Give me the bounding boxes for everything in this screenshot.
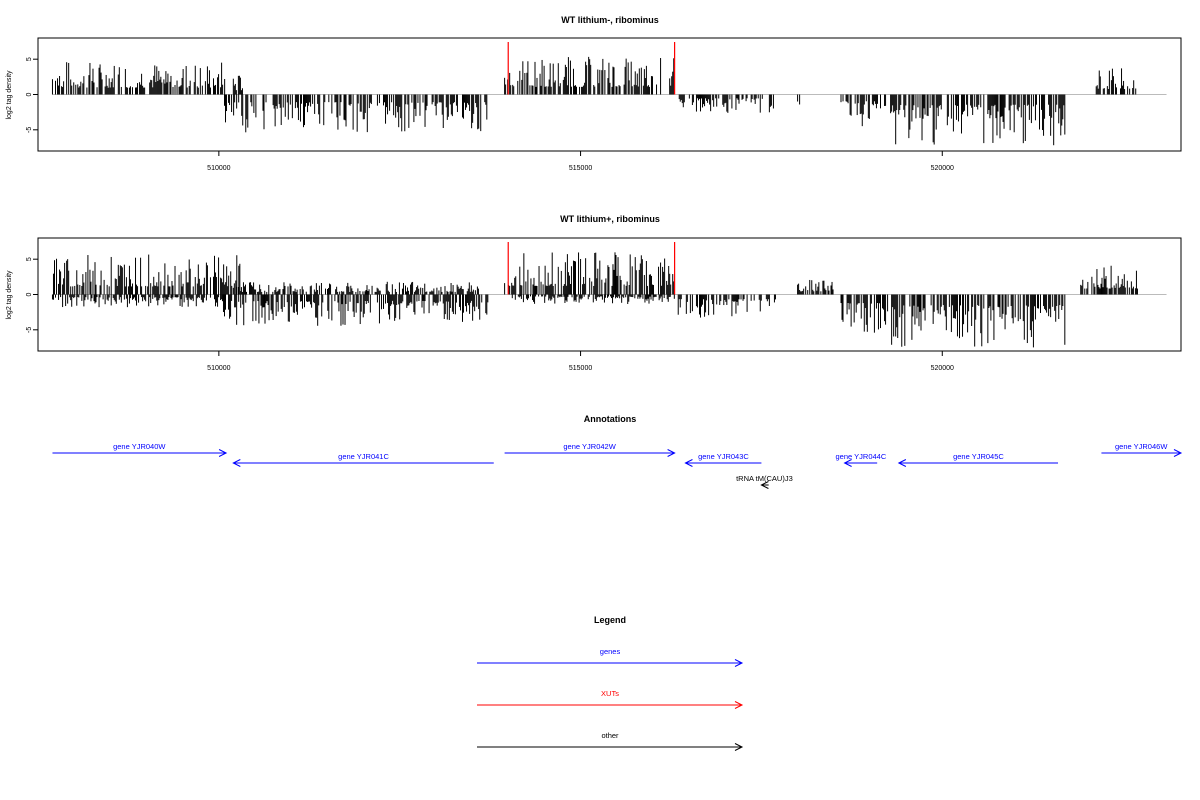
annotation-feature: gene YJR045C xyxy=(897,452,1059,467)
annotation-feature: gene YJR040W xyxy=(52,442,228,457)
y-tick-label: 5 xyxy=(26,257,33,261)
legend-title: Legend xyxy=(594,615,626,625)
arrowhead xyxy=(1173,449,1183,457)
arrowhead xyxy=(684,459,693,467)
arrowhead xyxy=(667,449,676,457)
bar-group xyxy=(51,242,1167,348)
annotation-feature: gene YJR044C xyxy=(836,452,887,467)
legend-entry: other xyxy=(477,731,744,751)
bar-group xyxy=(51,42,1167,146)
x-tick-label: 520000 xyxy=(931,365,954,372)
legend-label: genes xyxy=(600,647,621,656)
annotation-label: gene YJR042W xyxy=(563,442,616,451)
arrowhead xyxy=(760,481,769,489)
arrowhead xyxy=(734,743,744,751)
x-tick-label: 520000 xyxy=(931,165,954,172)
chart-panel-lithium-minus: WT lithium-, ribominus log2 tag density … xyxy=(6,15,1182,172)
chart-title: WT lithium-, ribominus xyxy=(561,15,659,25)
arrowhead xyxy=(843,459,852,467)
annotation-label: gene YJR044C xyxy=(836,452,887,461)
chart-title: WT lithium+, ribominus xyxy=(560,214,660,224)
annotations-title: Annotations xyxy=(584,414,637,424)
x-axis: 510000 515000 520000 xyxy=(207,351,954,372)
y-axis: -5 0 5 xyxy=(26,257,38,333)
arrowhead xyxy=(734,659,744,667)
y-axis-label: log2 tag density xyxy=(6,270,13,320)
legend-entry: genes xyxy=(477,647,744,667)
arrowhead xyxy=(232,459,241,467)
annotation-label: gene YJR046W xyxy=(1115,442,1168,451)
arrowhead xyxy=(897,459,907,467)
y-axis: -5 0 5 xyxy=(26,57,38,133)
annotation-label: tRNA tM(CAU)J3 xyxy=(736,474,793,483)
x-axis: 510000 515000 520000 xyxy=(207,151,954,172)
legend-entry: XUTs xyxy=(477,689,744,709)
y-tick-label: -5 xyxy=(26,127,33,133)
annotation-label: gene YJR043C xyxy=(698,452,749,461)
legend-label: other xyxy=(601,731,619,740)
arrowhead xyxy=(218,449,228,457)
chart-panel-lithium-plus: WT lithium+, ribominus log2 tag density … xyxy=(6,214,1182,372)
y-tick-label: 0 xyxy=(26,92,33,96)
legend-items: genes XUTs other xyxy=(477,647,744,751)
y-tick-label: 0 xyxy=(26,292,33,296)
y-tick-label: 5 xyxy=(26,57,33,61)
annotation-items: gene YJR040W gene YJR041C gene YJR042W gene… xyxy=(52,442,1183,489)
x-tick-label: 510000 xyxy=(207,165,230,172)
x-tick-label: 515000 xyxy=(569,165,592,172)
annotation-label: gene YJR045C xyxy=(953,452,1004,461)
x-tick-label: 510000 xyxy=(207,365,230,372)
annotation-feature: tRNA tM(CAU)J3 xyxy=(736,474,793,489)
annotation-feature: gene YJR041C xyxy=(232,452,494,467)
legend-panel: Legend genes XUTs other xyxy=(477,615,744,751)
annotation-feature: gene YJR046W xyxy=(1101,442,1183,457)
annotation-feature: gene YJR042W xyxy=(504,442,676,457)
y-tick-label: -5 xyxy=(26,327,33,333)
x-tick-label: 515000 xyxy=(569,365,592,372)
y-axis-label: log2 tag density xyxy=(6,70,13,120)
annotation-feature: gene YJR043C xyxy=(684,452,762,467)
legend-label: XUTs xyxy=(601,689,619,698)
annotation-label: gene YJR040W xyxy=(113,442,166,451)
arrowhead xyxy=(734,701,744,709)
annotation-label: gene YJR041C xyxy=(338,452,389,461)
